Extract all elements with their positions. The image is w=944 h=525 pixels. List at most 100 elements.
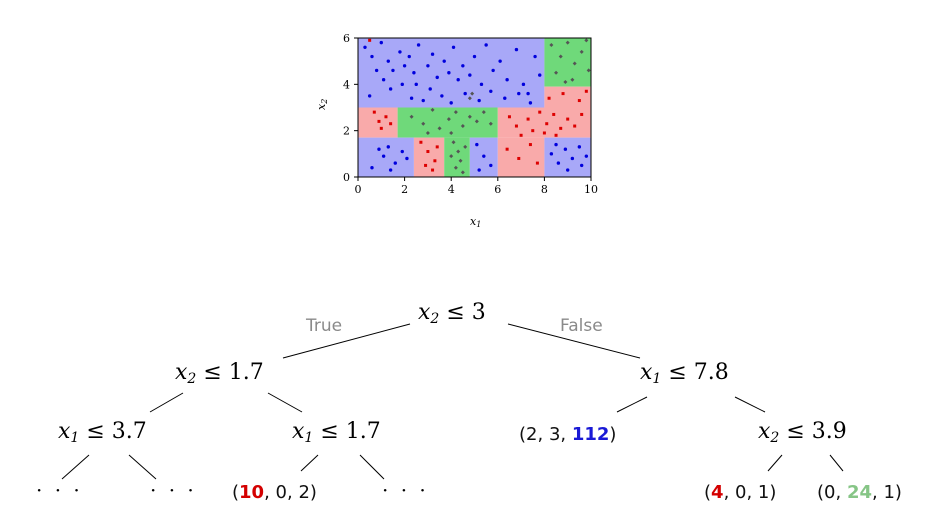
point-green-23 bbox=[451, 140, 456, 145]
point-blue-34 bbox=[409, 96, 414, 100]
point-blue-61 bbox=[563, 147, 568, 151]
point-red-11 bbox=[431, 168, 435, 172]
point-red-3 bbox=[384, 115, 388, 119]
region-red-10 bbox=[497, 137, 545, 177]
right-node: x1 ≤ 7.8 bbox=[640, 360, 729, 387]
point-red-27 bbox=[535, 161, 539, 165]
point-blue-19 bbox=[451, 45, 456, 49]
point-blue-53 bbox=[370, 166, 374, 170]
point-blue-59 bbox=[549, 152, 554, 156]
point-red-19 bbox=[552, 112, 556, 116]
point-blue-35 bbox=[421, 98, 425, 103]
ellipsis-1: · · · bbox=[36, 478, 83, 502]
point-blue-57 bbox=[489, 163, 493, 168]
point-blue-50 bbox=[393, 161, 397, 165]
majority-count: 4 bbox=[711, 482, 724, 503]
left-right-left-leaf: (10, 0, 2) bbox=[232, 482, 317, 503]
point-blue-10 bbox=[381, 78, 386, 82]
point-blue-26 bbox=[491, 68, 495, 73]
point-blue-4 bbox=[391, 68, 395, 73]
point-red-1 bbox=[372, 110, 376, 114]
point-blue-17 bbox=[442, 59, 446, 63]
point-blue-52 bbox=[405, 156, 409, 161]
point-green-3 bbox=[572, 61, 577, 66]
x-tick-label: 4 bbox=[448, 183, 455, 196]
point-green-18 bbox=[474, 119, 479, 124]
point-blue-30 bbox=[521, 82, 526, 87]
point-green-21 bbox=[425, 130, 430, 135]
point-red-32 bbox=[542, 131, 546, 135]
point-green-17 bbox=[467, 114, 472, 119]
x-tick-label: 10 bbox=[584, 183, 598, 196]
point-blue-54 bbox=[388, 168, 393, 172]
point-red-17 bbox=[538, 110, 542, 114]
x-axis-label: x1 bbox=[470, 215, 481, 229]
point-green-2 bbox=[565, 40, 570, 45]
point-blue-44 bbox=[528, 101, 533, 105]
majority-count: 10 bbox=[239, 482, 265, 503]
point-blue-39 bbox=[463, 91, 467, 96]
point-blue-6 bbox=[402, 64, 407, 68]
point-green-9 bbox=[563, 80, 568, 85]
region-green-8 bbox=[444, 137, 470, 177]
point-red-9 bbox=[424, 163, 428, 167]
point-blue-8 bbox=[412, 71, 416, 75]
point-blue-13 bbox=[414, 82, 418, 87]
point-blue-48 bbox=[381, 154, 386, 158]
point-red-33 bbox=[554, 133, 558, 137]
point-blue-56 bbox=[482, 154, 486, 158]
point-red-16 bbox=[531, 129, 535, 133]
edge-right-rr bbox=[734, 396, 766, 413]
point-red-29 bbox=[561, 92, 565, 96]
point-red-21 bbox=[566, 117, 570, 121]
point-blue-49 bbox=[386, 145, 390, 149]
true-branch-label: True bbox=[306, 316, 343, 336]
point-blue-3 bbox=[386, 59, 390, 63]
point-green-4 bbox=[579, 49, 584, 54]
point-green-11 bbox=[421, 121, 426, 126]
root-node: x2 ≤ 3 bbox=[418, 300, 486, 327]
point-green-30 bbox=[467, 96, 472, 101]
point-blue-21 bbox=[461, 64, 465, 68]
point-red-22 bbox=[573, 124, 577, 128]
edge-lr-left bbox=[300, 454, 319, 472]
point-green-28 bbox=[460, 170, 465, 175]
point-blue-16 bbox=[435, 75, 439, 80]
point-red-7 bbox=[426, 150, 430, 154]
edge-ll-right bbox=[128, 454, 157, 480]
point-green-16 bbox=[460, 124, 465, 129]
point-blue-32 bbox=[533, 54, 537, 59]
point-blue-43 bbox=[517, 91, 521, 96]
point-blue-22 bbox=[468, 73, 472, 77]
point-green-7 bbox=[570, 77, 575, 82]
point-green-6 bbox=[554, 70, 559, 75]
point-green-12 bbox=[430, 107, 435, 112]
right-right-left-leaf: (4, 0, 1) bbox=[704, 482, 777, 503]
point-red-5 bbox=[389, 122, 393, 126]
region-blue-0 bbox=[358, 38, 545, 108]
point-blue-64 bbox=[584, 154, 589, 158]
y-tick-label: 2 bbox=[343, 125, 350, 138]
point-red-6 bbox=[419, 140, 423, 144]
point-red-10 bbox=[435, 145, 439, 149]
point-red-20 bbox=[559, 126, 563, 130]
ellipsis-3: · · · bbox=[382, 478, 429, 502]
region-red-2 bbox=[544, 86, 591, 108]
x-tick-label: 0 bbox=[355, 183, 362, 196]
edge-root-left bbox=[282, 323, 411, 359]
point-red-31 bbox=[584, 89, 588, 93]
decision-regions bbox=[358, 38, 591, 177]
left-node: x2 ≤ 1.7 bbox=[175, 360, 264, 387]
y-tick-label: 6 bbox=[343, 32, 350, 45]
point-blue-46 bbox=[367, 94, 372, 98]
point-blue-40 bbox=[477, 98, 481, 103]
point-blue-11 bbox=[374, 68, 379, 73]
point-red-0 bbox=[368, 38, 372, 42]
point-blue-65 bbox=[554, 142, 558, 147]
edge-root-right bbox=[507, 323, 641, 359]
point-green-8 bbox=[584, 38, 589, 43]
edge-lr-right bbox=[359, 454, 385, 480]
left-right-node: x1 ≤ 1.7 bbox=[292, 419, 381, 446]
edge-left-lr bbox=[267, 392, 303, 413]
point-green-14 bbox=[446, 117, 451, 122]
